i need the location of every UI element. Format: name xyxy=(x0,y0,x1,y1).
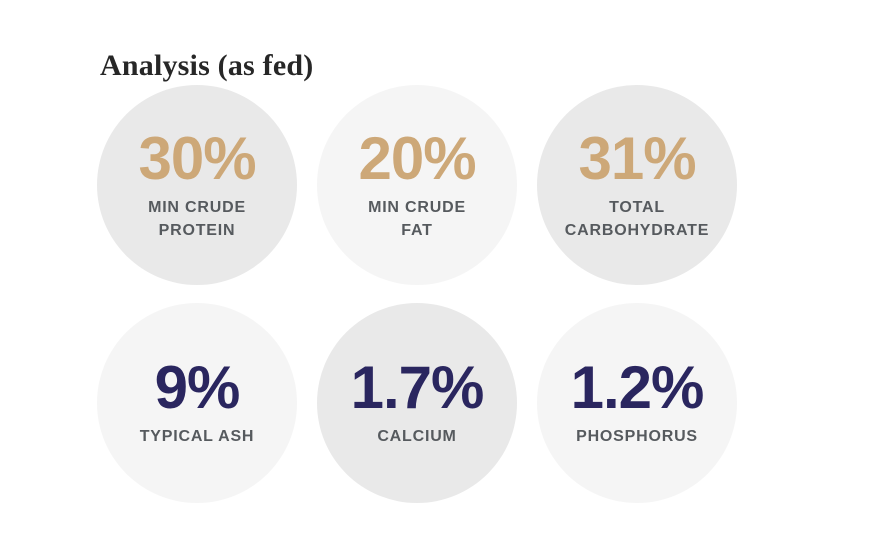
stat-value: 31% xyxy=(578,124,696,192)
stat-label-line: MIN CRUDE xyxy=(368,198,466,216)
stat-circle-total-carbohydrate: 31% TOTAL CARBOHYDRATE xyxy=(537,85,737,285)
stat-label-line: PROTEIN xyxy=(158,221,236,239)
stat-value: 1.7% xyxy=(350,354,485,421)
stat-value: 30% xyxy=(138,124,256,192)
stat-label-line: CALCIUM xyxy=(377,428,457,445)
stat-label-line: FAT xyxy=(401,221,433,239)
stats-grid: 30% MIN CRUDE PROTEIN 20% MIN CRUDE FAT … xyxy=(97,85,737,503)
stat-label: CALCIUM xyxy=(377,425,456,448)
stat-circle-phosphorus: 1.2% PHOSPHORUS xyxy=(537,303,737,503)
stat-value: 9% xyxy=(154,354,241,421)
stat-label-line: CARBOHYDRATE xyxy=(564,221,710,239)
stat-circle-calcium: 1.7% CALCIUM xyxy=(317,303,517,503)
section-title: Analysis (as fed) xyxy=(100,48,314,82)
stat-label: PHOSPHORUS xyxy=(576,425,698,448)
stat-label-line: MIN CRUDE xyxy=(148,198,246,216)
stat-value: 20% xyxy=(358,124,476,192)
stat-label: TYPICAL ASH xyxy=(140,425,255,448)
stat-label: MIN CRUDE PROTEIN xyxy=(148,196,246,242)
stat-circle-min-crude-protein: 30% MIN CRUDE PROTEIN xyxy=(97,85,297,285)
stat-label: TOTAL CARBOHYDRATE xyxy=(565,196,709,242)
stat-circle-typical-ash: 9% TYPICAL ASH xyxy=(97,303,297,503)
stat-circle-min-crude-fat: 20% MIN CRUDE FAT xyxy=(317,85,517,285)
stat-value: 1.2% xyxy=(570,354,705,421)
stat-label-line: TYPICAL ASH xyxy=(139,428,255,445)
stat-label: MIN CRUDE FAT xyxy=(368,196,466,242)
stat-label-line: PHOSPHORUS xyxy=(576,428,698,445)
stat-label-line: TOTAL xyxy=(609,198,665,216)
